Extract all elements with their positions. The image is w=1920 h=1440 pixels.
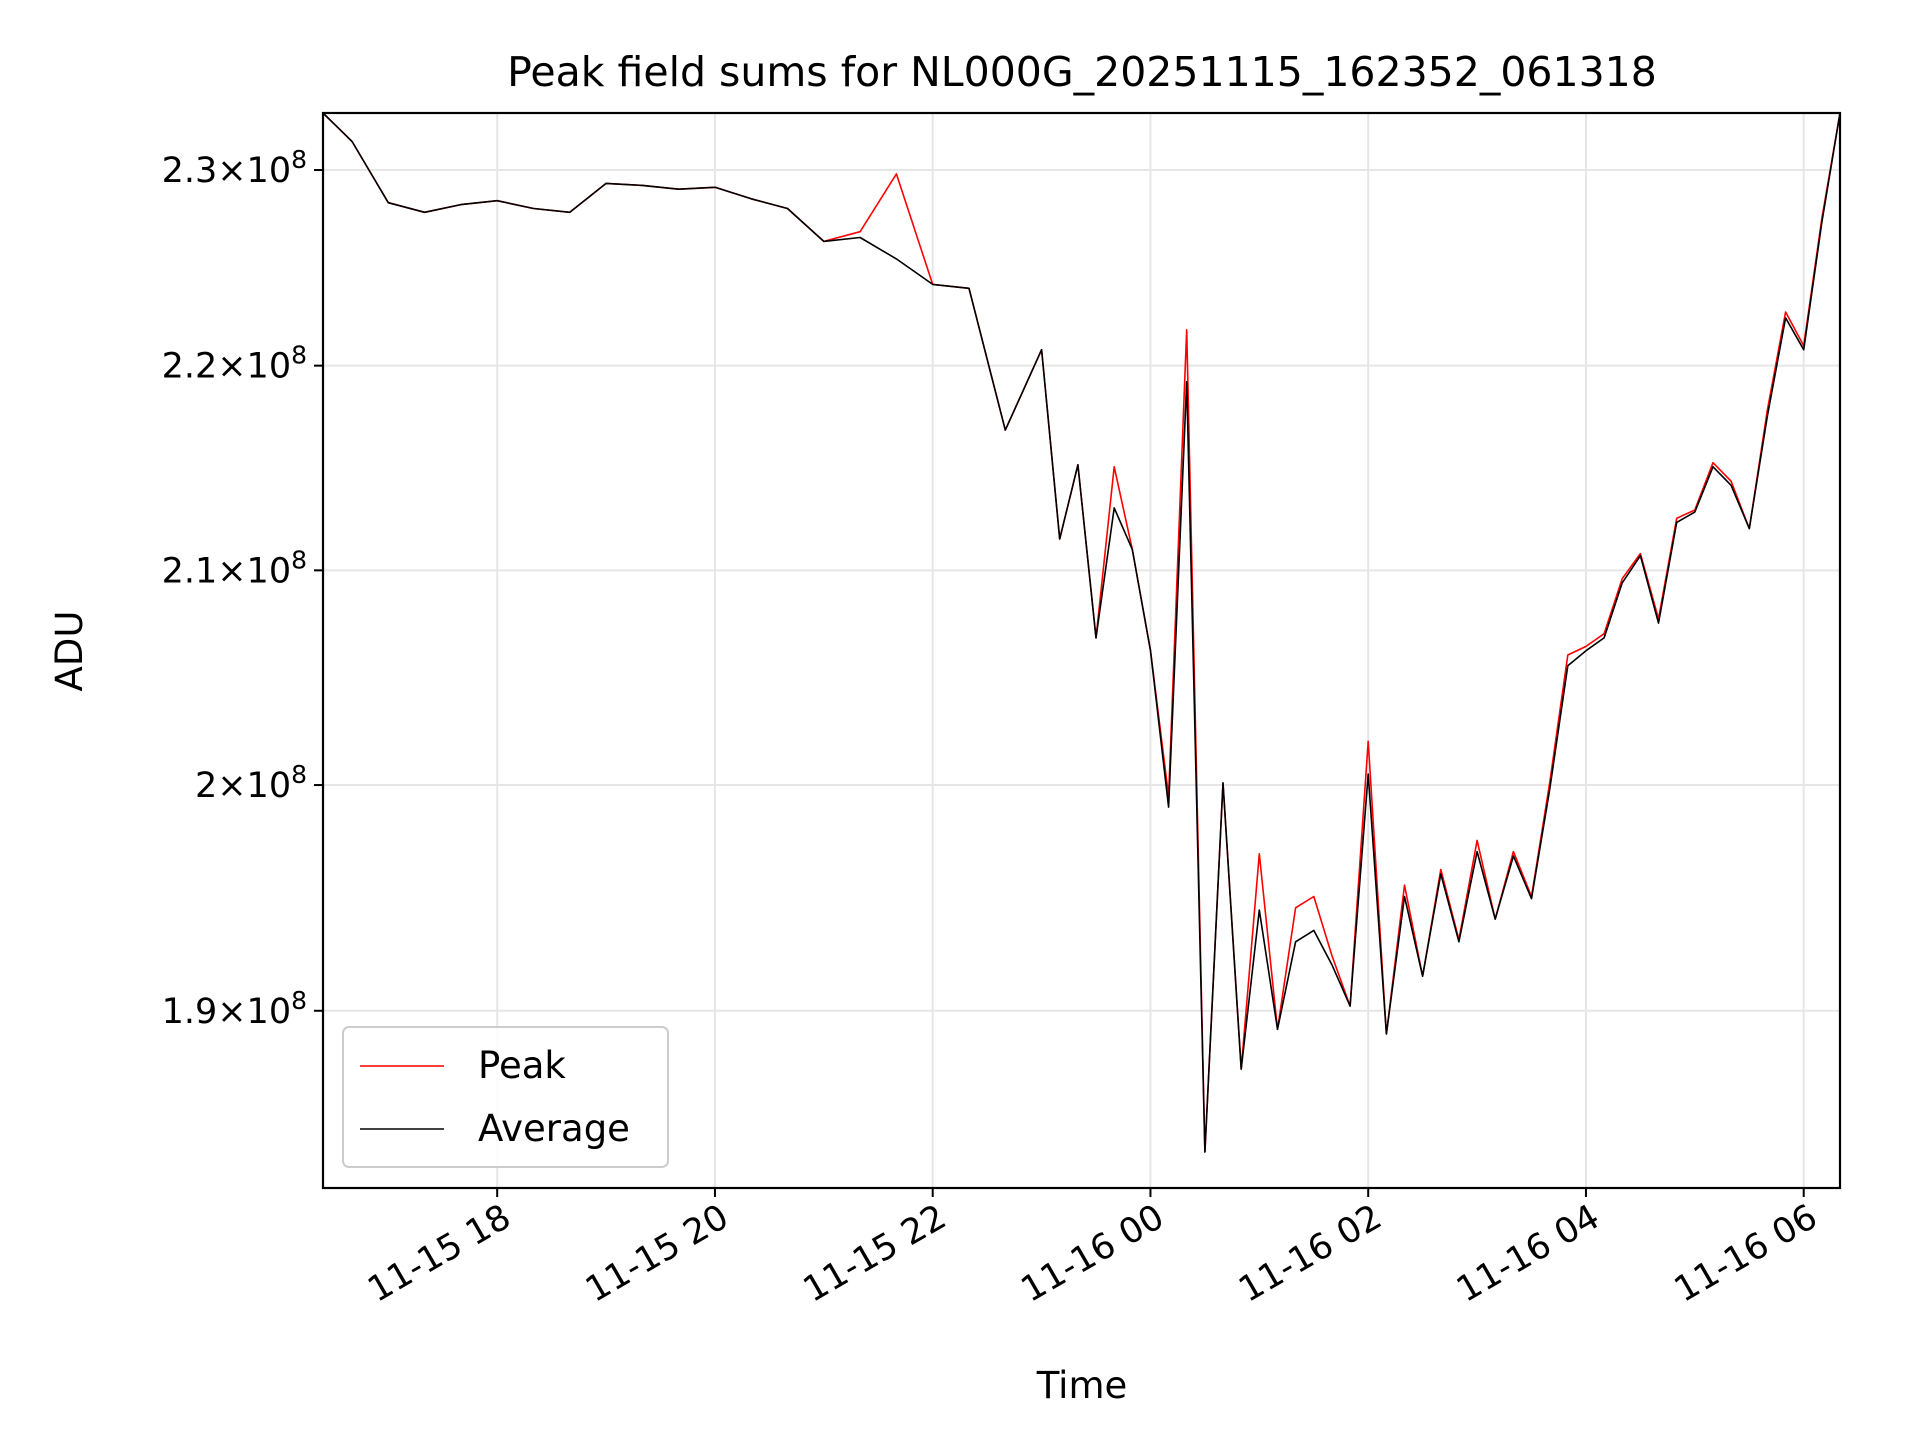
y-tick-mantissa: 2.1×10 — [162, 551, 292, 591]
legend-box — [342, 1026, 669, 1168]
x-axis-label: Time — [1036, 1364, 1128, 1407]
y-tick-exponent: 8 — [291, 760, 307, 789]
legend-average-label: Average — [478, 1107, 630, 1150]
axes-frame — [321, 111, 1842, 1190]
y-tick-label: 2.2×108 — [162, 341, 307, 387]
y-tick-mantissa: 1.9×10 — [162, 992, 292, 1032]
y-tick-exponent: 8 — [291, 545, 307, 574]
y-tick-mantissa: 2×10 — [195, 766, 291, 806]
y-tick-label: 2×108 — [195, 760, 307, 806]
legend-peak-label: Peak — [478, 1044, 566, 1087]
legend: Peak Average — [342, 1026, 669, 1168]
y-tick-label: 2.3×108 — [162, 145, 307, 191]
y-tick-mantissa: 2.3×10 — [162, 151, 292, 191]
y-tick-exponent: 8 — [291, 341, 307, 370]
y-tick-exponent: 8 — [291, 986, 307, 1015]
series-line-average — [322, 112, 1841, 1153]
y-axis-label: ADU — [48, 611, 91, 692]
y-tick-label: 1.9×108 — [162, 986, 307, 1032]
plot-area — [322, 112, 1841, 1153]
y-tick-exponent: 8 — [291, 145, 307, 174]
grid-lines — [323, 113, 1840, 1188]
y-tick-mantissa: 2.2×10 — [162, 347, 292, 387]
chart-title: Peak field sums for NL000G_20251115_1623… — [507, 48, 1657, 96]
y-tick-label: 2.1×108 — [162, 545, 307, 591]
